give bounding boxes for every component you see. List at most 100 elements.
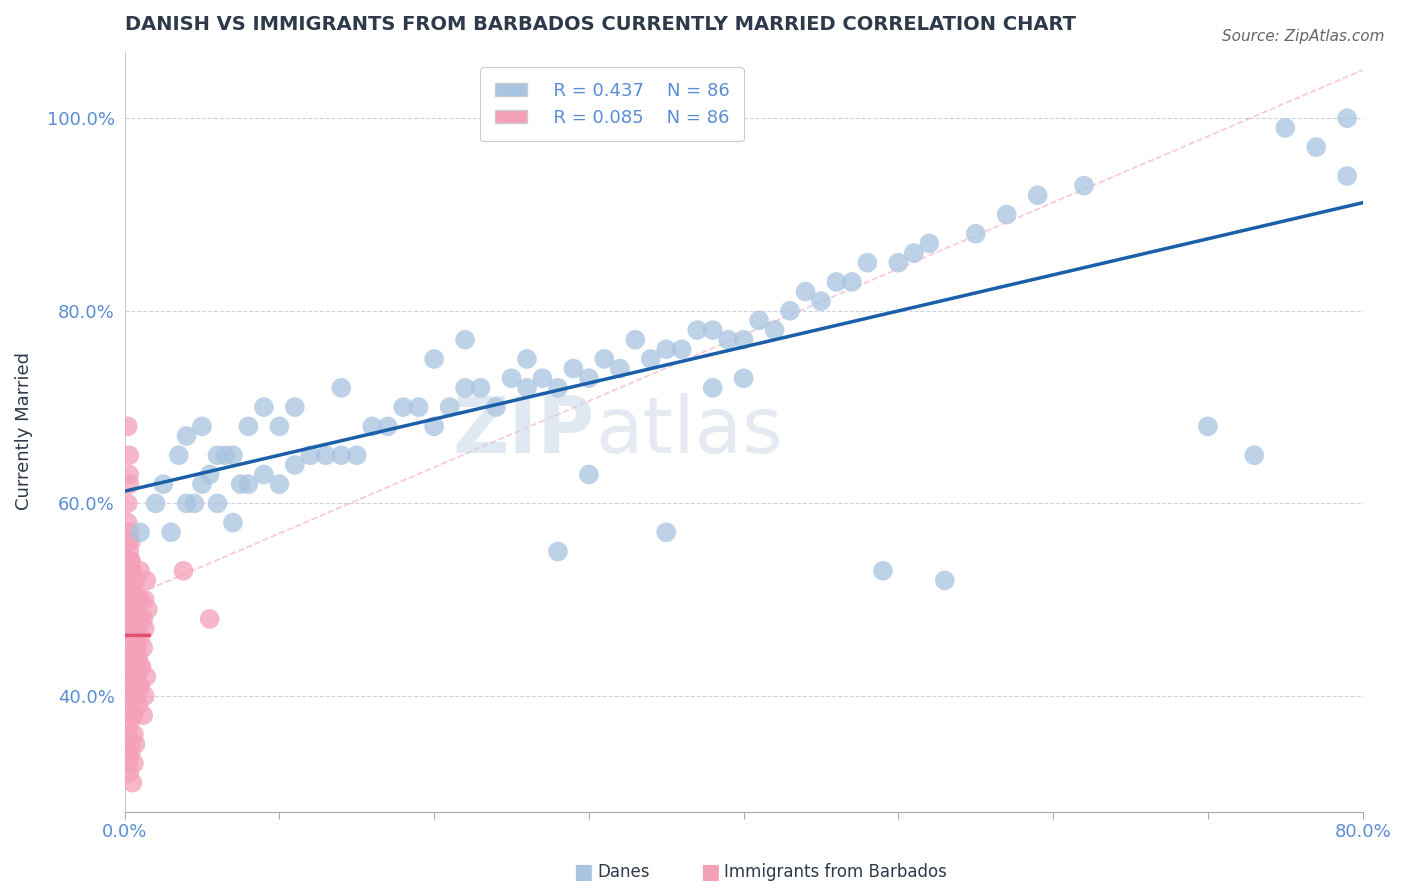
Point xyxy=(117,574,139,588)
Point xyxy=(121,650,143,665)
Point xyxy=(207,448,229,462)
Point xyxy=(121,602,143,616)
Point xyxy=(118,592,141,607)
Point xyxy=(1197,419,1219,434)
Point xyxy=(132,612,155,626)
Point xyxy=(124,574,146,588)
Point xyxy=(176,429,198,443)
Point xyxy=(129,564,152,578)
Point xyxy=(118,477,141,491)
Point xyxy=(640,351,662,366)
Point xyxy=(934,574,956,588)
Point xyxy=(825,275,848,289)
Point xyxy=(125,689,148,703)
Point xyxy=(439,400,461,414)
Point xyxy=(198,612,221,626)
Point xyxy=(887,255,910,269)
Point xyxy=(269,419,291,434)
Point xyxy=(748,313,770,327)
Point xyxy=(485,400,508,414)
Point xyxy=(609,361,631,376)
Point xyxy=(841,275,863,289)
Point xyxy=(128,650,150,665)
Point xyxy=(118,718,141,732)
Point xyxy=(120,582,142,597)
Point xyxy=(686,323,709,337)
Point xyxy=(191,419,214,434)
Point xyxy=(299,448,322,462)
Point xyxy=(238,419,260,434)
Point xyxy=(118,448,141,462)
Point xyxy=(117,689,139,703)
Point xyxy=(269,477,291,491)
Point xyxy=(183,496,205,510)
Point xyxy=(253,467,276,482)
Point xyxy=(121,622,143,636)
Point xyxy=(655,525,678,540)
Point xyxy=(132,708,155,723)
Y-axis label: Currently Married: Currently Married xyxy=(15,352,32,510)
Point xyxy=(124,650,146,665)
Point xyxy=(132,640,155,655)
Text: Danes: Danes xyxy=(598,863,650,881)
Point xyxy=(121,689,143,703)
Point xyxy=(995,207,1018,221)
Point xyxy=(207,496,229,510)
Point xyxy=(717,333,740,347)
Point xyxy=(733,333,755,347)
Point xyxy=(122,582,145,597)
Point xyxy=(118,622,141,636)
Point xyxy=(124,670,146,684)
Point xyxy=(145,496,167,510)
Point xyxy=(671,343,693,357)
Point xyxy=(222,516,245,530)
Point xyxy=(122,640,145,655)
Point xyxy=(117,535,139,549)
Point xyxy=(918,236,941,251)
Point xyxy=(136,602,159,616)
Point xyxy=(1073,178,1095,193)
Point xyxy=(593,351,616,366)
Point xyxy=(129,592,152,607)
Point xyxy=(124,737,146,751)
Point xyxy=(501,371,523,385)
Point xyxy=(120,554,142,568)
Point xyxy=(121,775,143,789)
Point xyxy=(121,612,143,626)
Point xyxy=(1026,188,1049,202)
Point xyxy=(733,371,755,385)
Point xyxy=(578,371,600,385)
Point xyxy=(120,747,142,761)
Point xyxy=(152,477,174,491)
Legend:   R = 0.437    N = 86,   R = 0.085    N = 86: R = 0.437 N = 86, R = 0.085 N = 86 xyxy=(481,68,744,142)
Point xyxy=(125,640,148,655)
Point xyxy=(121,708,143,723)
Point xyxy=(547,381,569,395)
Point xyxy=(702,323,724,337)
Point xyxy=(330,381,353,395)
Point xyxy=(176,496,198,510)
Point xyxy=(702,381,724,395)
Point xyxy=(117,756,139,771)
Point xyxy=(124,592,146,607)
Point xyxy=(118,564,141,578)
Point xyxy=(1243,448,1265,462)
Point xyxy=(315,448,337,462)
Point xyxy=(131,660,153,674)
Point xyxy=(346,448,368,462)
Point xyxy=(129,660,152,674)
Point xyxy=(122,708,145,723)
Point xyxy=(128,698,150,713)
Text: Immigrants from Barbados: Immigrants from Barbados xyxy=(724,863,948,881)
Point xyxy=(454,381,477,395)
Point xyxy=(121,592,143,607)
Point xyxy=(872,564,894,578)
Point xyxy=(121,564,143,578)
Text: atlas: atlas xyxy=(595,393,783,469)
Point xyxy=(122,727,145,741)
Point xyxy=(128,592,150,607)
Point xyxy=(120,535,142,549)
Point xyxy=(129,525,152,540)
Point xyxy=(222,448,245,462)
Point xyxy=(1274,120,1296,135)
